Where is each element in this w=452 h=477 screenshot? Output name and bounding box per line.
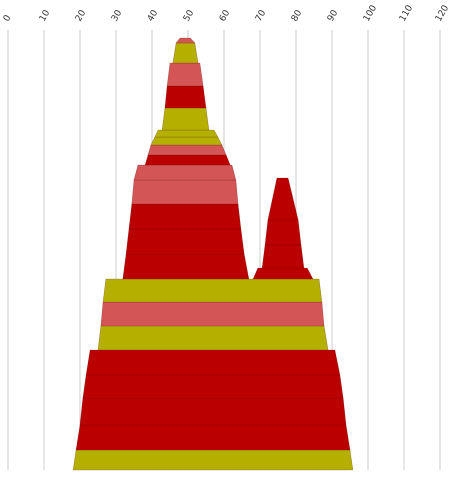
segment [175,37,196,44]
segment [131,179,239,205]
segment [122,253,250,280]
segment [128,203,242,230]
segment [79,397,347,426]
x-tick-label: 40 [146,8,161,23]
segment [264,219,302,246]
segment [75,424,351,451]
x-tick-label: 10 [38,8,53,23]
segment [161,107,210,131]
x-tick-label: 120 [434,3,451,23]
segment [166,62,204,87]
segment [72,449,354,471]
segment [144,154,231,166]
x-tick-label: 100 [362,3,379,23]
segment [252,267,314,280]
segment [261,244,305,269]
segment [172,42,199,64]
x-tick-label: 50 [182,8,197,23]
segment [267,177,299,221]
x-tick-label: 110 [398,3,415,23]
x-tick-label: 90 [326,8,341,23]
segment [100,301,325,327]
segment [150,136,223,146]
segment [102,278,323,303]
x-tick-label: 0 [2,13,14,23]
segment [97,325,329,351]
x-tick-label: 30 [110,8,125,23]
x-tick-label: 20 [74,8,89,23]
segment [133,164,237,181]
x-tick-label: 70 [254,8,269,23]
segment [164,85,207,109]
segment [82,374,344,399]
segment [154,129,219,138]
segment [147,144,227,156]
x-tick-label: 80 [290,8,305,23]
segment [125,228,245,255]
segment [85,349,341,376]
x-tick-label: 60 [218,8,233,23]
